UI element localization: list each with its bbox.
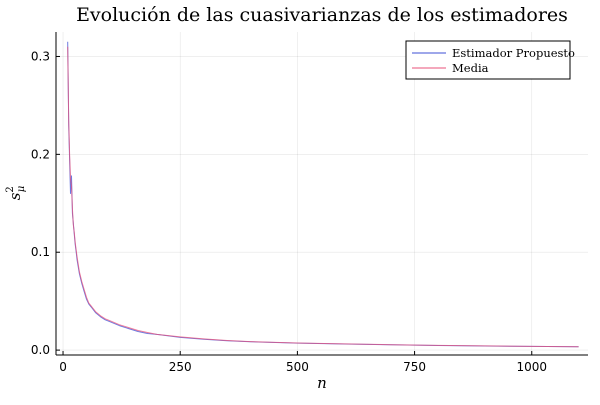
x-tick-label: 1000 xyxy=(516,360,547,374)
x-tick-label: 0 xyxy=(59,360,67,374)
series-layer xyxy=(67,41,579,348)
y-axis-label: s2μ xyxy=(5,186,27,201)
series-line-1 xyxy=(67,46,579,348)
svg-text:s2μ: s2μ xyxy=(5,186,27,201)
x-tick-label: 750 xyxy=(403,360,426,374)
y-axis-label-base: s xyxy=(6,192,24,200)
y-axis-label-subscript: μ xyxy=(16,186,27,193)
x-axis-label: n xyxy=(317,374,327,392)
legend-box xyxy=(405,40,571,80)
y-tick-label: 0.3 xyxy=(31,49,50,63)
y-tick-label: 0.2 xyxy=(31,147,50,161)
y-axis-label-superscript: 2 xyxy=(5,186,16,192)
legend: Estimador Propuesto Media xyxy=(405,40,575,80)
y-tick-label: 0.0 xyxy=(31,343,50,357)
legend-label-estimador-propuesto: Estimador Propuesto xyxy=(452,46,575,60)
x-tick-label: 250 xyxy=(169,360,192,374)
x-tick-label: 500 xyxy=(286,360,309,374)
legend-label-media: Media xyxy=(452,61,489,75)
chart-title: Evolución de las cuasivarianzas de los e… xyxy=(76,4,568,26)
ticks: 0 250 500 750 1000 0.0 0.1 0.2 0.3 xyxy=(31,49,547,374)
y-tick-label: 0.1 xyxy=(31,245,50,259)
